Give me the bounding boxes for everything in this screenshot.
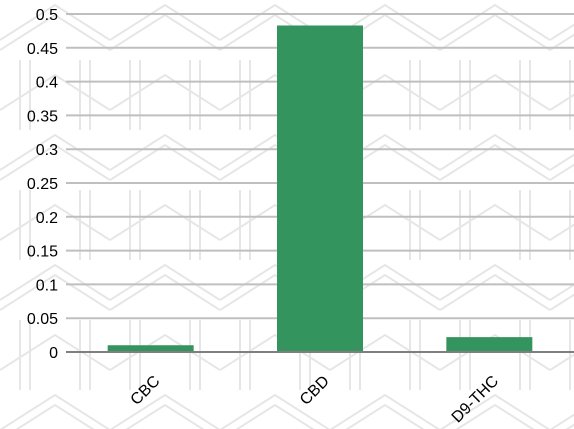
y-tick-label: 0.45 <box>27 41 58 58</box>
y-tick-label: 0.5 <box>36 7 58 24</box>
y-tick-label: 0.1 <box>36 277 58 294</box>
bar-cbd <box>277 25 363 352</box>
y-tick-label: 0.3 <box>36 142 58 159</box>
bar-cbc <box>107 345 194 352</box>
bar-d9-thc <box>446 337 533 352</box>
y-tick-label: 0.4 <box>36 75 58 92</box>
bars <box>107 25 533 352</box>
y-tick-label: 0 <box>49 345 58 362</box>
y-tick-label: 0.15 <box>27 244 58 261</box>
y-tick-labels: 0 0.05 0.1 0.15 0.2 0.25 0.3 0.35 0.4 0.45 0.5 <box>27 7 58 362</box>
y-tick-label: 0.05 <box>27 311 58 328</box>
y-tick-label: 0.2 <box>36 210 58 227</box>
y-tick-label: 0.35 <box>27 108 58 125</box>
y-tick-label: 0.25 <box>27 176 58 193</box>
